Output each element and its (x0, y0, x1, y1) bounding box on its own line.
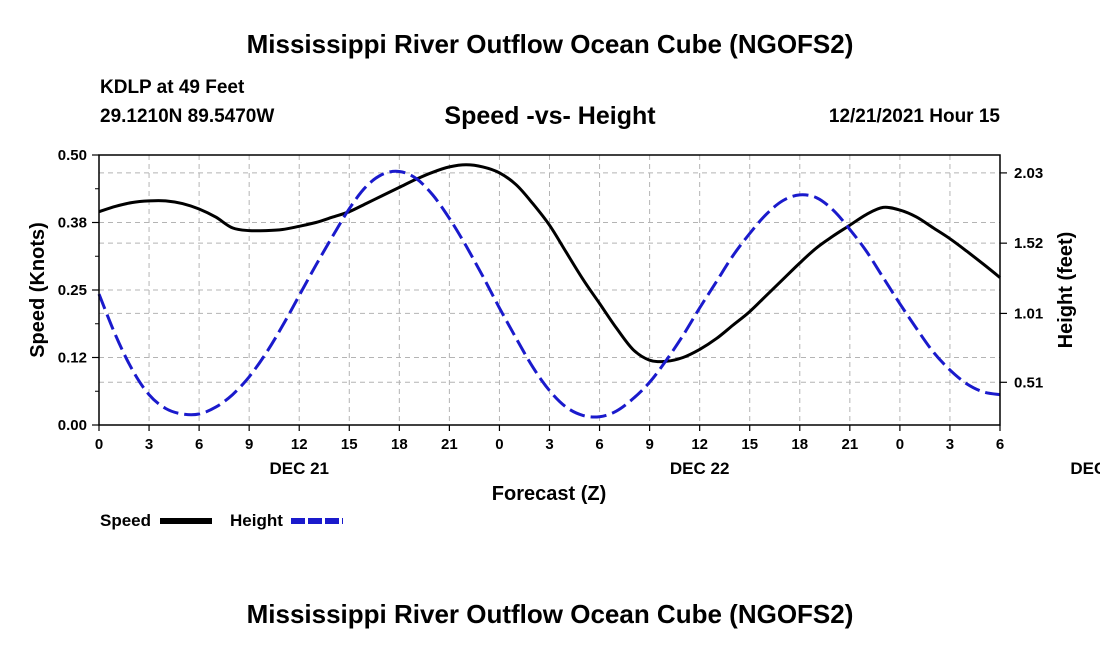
x-tick-label: 3 (545, 436, 553, 453)
y-axis-label: Speed (Knots) (27, 222, 49, 358)
x-tick-label: 12 (691, 436, 708, 453)
y2-tick-label: 0.51 (1014, 374, 1043, 391)
x-tick-label: 6 (195, 436, 203, 453)
x-tick-label: 0 (495, 436, 503, 453)
x-tick-label: 3 (946, 436, 954, 453)
x-tick-label: 9 (645, 436, 653, 453)
legend-height-label: Height (230, 511, 283, 530)
y-tick-label: 0.00 (58, 417, 87, 434)
x-tick-label: 6 (996, 436, 1004, 453)
y2-axis-label: Height (feet) (1055, 232, 1077, 349)
forecast-date: 12/21/2021 Hour 15 (828, 106, 1000, 127)
x-date-label: DEC 22 (670, 459, 730, 478)
speed-series-line (98, 163, 1001, 364)
x-date-label: DEC 21 (269, 459, 329, 478)
x-tick-label: 18 (391, 436, 408, 453)
chart-title-top: Mississippi River Outflow Ocean Cube (NG… (246, 29, 854, 59)
x-tick-label: 21 (841, 436, 858, 453)
x-tick-label: 15 (341, 436, 358, 453)
station-coords: 29.1210N 89.5470W (100, 106, 275, 127)
y-tick-label: 0.38 (58, 215, 87, 232)
x-tick-label: 3 (145, 436, 153, 453)
x-tick-label: 12 (291, 436, 308, 453)
y-tick-label: 0.12 (58, 350, 87, 367)
x-tick-label: 0 (95, 436, 103, 453)
legend-speed-label: Speed (100, 511, 151, 530)
x-date-label: DEC 23 (1070, 459, 1100, 478)
x-axis-label: Forecast (Z) (492, 483, 606, 505)
y-tick-label: 0.25 (58, 282, 87, 299)
chart-title-bottom: Mississippi River Outflow Ocean Cube (NG… (246, 599, 854, 629)
y2-tick-label: 1.52 (1014, 235, 1043, 252)
chart-subtitle: Speed -vs- Height (444, 102, 656, 130)
x-tick-label: 6 (595, 436, 603, 453)
y-tick-label: 0.50 (58, 147, 87, 164)
y2-tick-label: 1.01 (1014, 305, 1043, 322)
x-tick-label: 18 (791, 436, 808, 453)
x-tick-label: 15 (741, 436, 758, 453)
x-tick-label: 0 (896, 436, 904, 453)
axes: 0 3 6 9 12 15 18 21 0 3 6 9 12 15 18 21 0 3 6 DEC 21 DEC 22 D… (58, 147, 1100, 478)
station-label: KDLP at 49 Feet (100, 77, 245, 98)
legend: Speed Height (100, 511, 343, 530)
y2-tick-label: 2.03 (1014, 165, 1043, 182)
grid-lines (99, 154, 1000, 425)
series-lines (97, 163, 1001, 419)
x-tick-label: 9 (245, 436, 253, 453)
height-series-line (97, 169, 1001, 419)
x-tick-label: 21 (441, 436, 458, 453)
